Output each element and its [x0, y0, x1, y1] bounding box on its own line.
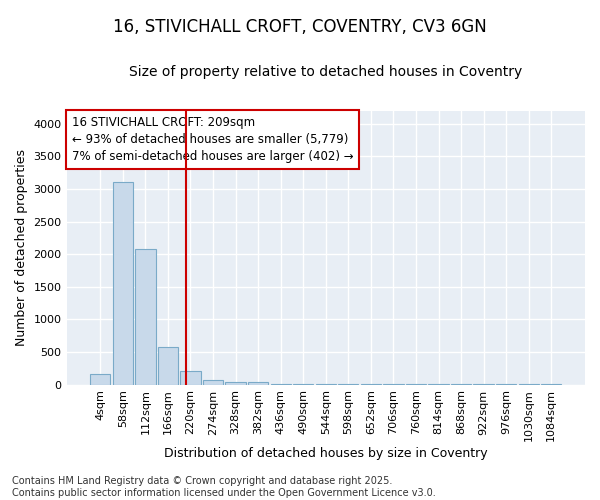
Bar: [113, 182, 133, 384]
Text: 16, STIVICHALL CROFT, COVENTRY, CV3 6GN: 16, STIVICHALL CROFT, COVENTRY, CV3 6GN: [113, 18, 487, 36]
Bar: [90, 374, 110, 384]
Text: 16 STIVICHALL CROFT: 209sqm
← 93% of detached houses are smaller (5,779)
7% of s: 16 STIVICHALL CROFT: 209sqm ← 93% of det…: [72, 116, 353, 163]
Bar: [181, 371, 200, 384]
Bar: [248, 382, 268, 384]
Y-axis label: Number of detached properties: Number of detached properties: [15, 149, 28, 346]
Title: Size of property relative to detached houses in Coventry: Size of property relative to detached ho…: [129, 65, 523, 79]
Bar: [135, 249, 155, 384]
Bar: [158, 347, 178, 385]
X-axis label: Distribution of detached houses by size in Coventry: Distribution of detached houses by size …: [164, 447, 488, 460]
Bar: [226, 382, 246, 384]
Text: Contains HM Land Registry data © Crown copyright and database right 2025.
Contai: Contains HM Land Registry data © Crown c…: [12, 476, 436, 498]
Bar: [203, 380, 223, 384]
